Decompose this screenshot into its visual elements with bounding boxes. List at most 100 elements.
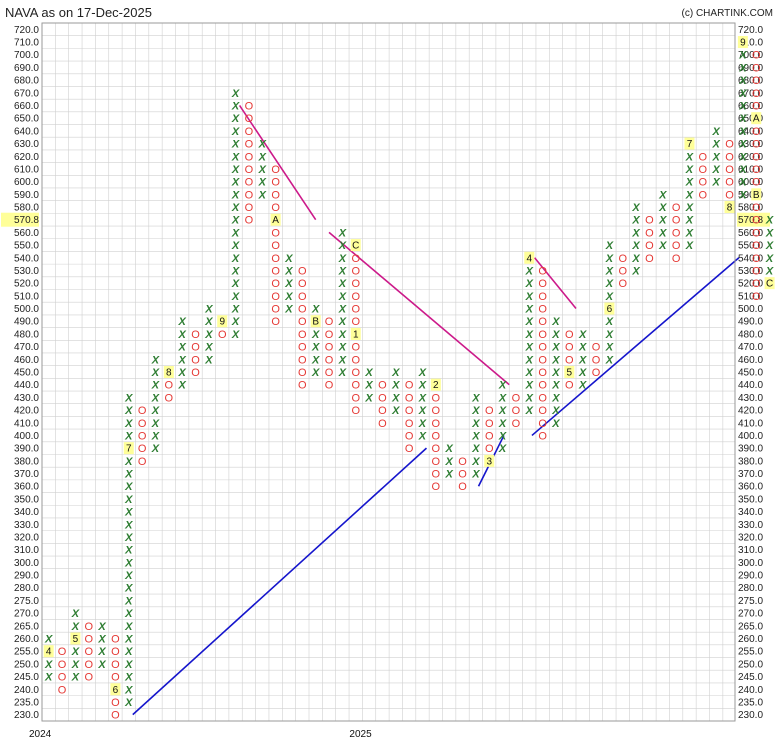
x-box: X xyxy=(578,367,587,379)
x-box: X xyxy=(391,380,400,392)
x-box: X xyxy=(204,342,213,354)
x-box: X xyxy=(738,126,747,138)
y-tick-label: 255.0 xyxy=(738,647,763,658)
y-tick-label: 270.0 xyxy=(738,609,763,620)
x-box: X xyxy=(605,342,614,354)
o-box: O xyxy=(111,697,120,709)
x-box: X xyxy=(498,443,507,455)
o-box: O xyxy=(592,354,601,366)
x-box: X xyxy=(525,380,534,392)
o-box: O xyxy=(538,316,547,328)
o-box: O xyxy=(298,265,307,277)
x-box: X xyxy=(445,469,454,481)
month-marker-bg xyxy=(163,366,174,378)
y-tick-label: 640.0 xyxy=(738,126,763,137)
o-box: O xyxy=(351,278,360,290)
x-box: X xyxy=(124,684,133,696)
month-marker-bg xyxy=(430,378,441,391)
month-marker-bg xyxy=(217,315,228,328)
x-box: X xyxy=(712,126,721,138)
o-box: O xyxy=(58,646,67,658)
o-box: O xyxy=(298,291,307,303)
o-box: O xyxy=(378,380,387,392)
o-box: O xyxy=(618,253,627,265)
month-marker: 9 xyxy=(219,317,225,328)
x-box: X xyxy=(712,177,721,189)
o-box: O xyxy=(138,405,147,417)
x-box: X xyxy=(525,304,534,316)
o-box: O xyxy=(298,316,307,328)
x-box: X xyxy=(124,545,133,557)
o-box: O xyxy=(752,50,761,62)
x-box: X xyxy=(151,367,160,379)
o-box: O xyxy=(405,418,414,430)
y-tick-label: 420.0 xyxy=(738,406,763,417)
x-box: X xyxy=(124,481,133,493)
x-box: X xyxy=(712,164,721,176)
o-box: O xyxy=(458,456,467,468)
month-marker-bg xyxy=(110,683,121,696)
month-marker: 7 xyxy=(126,444,132,455)
x-box: X xyxy=(338,342,347,354)
o-box: O xyxy=(538,405,547,417)
x-box: X xyxy=(231,215,240,227)
x-box: X xyxy=(685,227,694,239)
o-box: O xyxy=(325,380,334,392)
x-box: X xyxy=(418,392,427,404)
resistance-trendline xyxy=(238,105,317,221)
month-marker: 8 xyxy=(727,203,733,214)
x-box: X xyxy=(471,456,480,468)
x-box: X xyxy=(338,253,347,265)
x-box: X xyxy=(338,265,347,277)
x-box: X xyxy=(551,316,560,328)
x-box: X xyxy=(658,202,667,214)
x-box: X xyxy=(151,443,160,455)
o-box: O xyxy=(271,240,280,252)
pf-columns: X4XXOOOOXX5XXXOOOOOXXXXOOOO6OOXXXX7XXXXX… xyxy=(43,36,775,722)
x-box: X xyxy=(124,532,133,544)
month-marker-bg xyxy=(724,201,735,214)
x-box: X xyxy=(551,329,560,341)
o-box: O xyxy=(325,342,334,354)
x-box: X xyxy=(124,507,133,519)
y-tick-label: 235.0 xyxy=(14,697,39,708)
y-tick-label: 620.0 xyxy=(14,152,39,163)
y-tick-label: 320.0 xyxy=(14,532,39,543)
x-box: X xyxy=(97,659,106,671)
o-box: O xyxy=(271,291,280,303)
chart-grid xyxy=(41,22,735,722)
o-box: O xyxy=(538,329,547,341)
x-box: X xyxy=(231,265,240,277)
x-box: X xyxy=(44,634,53,646)
y-tick-label: 370.0 xyxy=(14,469,39,480)
o-box: O xyxy=(165,380,174,392)
x-box: X xyxy=(338,316,347,328)
x-box: X xyxy=(151,380,160,392)
x-box: X xyxy=(338,291,347,303)
x-box: X xyxy=(151,392,160,404)
x-box: X xyxy=(338,329,347,341)
y-tick-label: 265.0 xyxy=(14,621,39,632)
o-box: O xyxy=(245,113,254,125)
month-marker: A xyxy=(272,215,279,226)
x-box: X xyxy=(311,329,320,341)
o-box: O xyxy=(752,177,761,189)
o-box: O xyxy=(752,139,761,151)
resistance-trendline xyxy=(533,257,577,310)
x-box: X xyxy=(231,316,240,328)
o-box: O xyxy=(752,164,761,176)
x-box: X xyxy=(231,278,240,290)
x-box: X xyxy=(738,139,747,151)
x-box: X xyxy=(71,646,80,658)
x-box: X xyxy=(231,291,240,303)
x-box: X xyxy=(178,367,187,379)
x-box: X xyxy=(311,342,320,354)
